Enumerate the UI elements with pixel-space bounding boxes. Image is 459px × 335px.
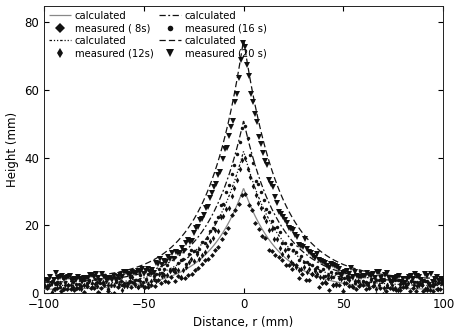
- X-axis label: Distance, r (mm): Distance, r (mm): [193, 317, 293, 329]
- Y-axis label: Height (mm): Height (mm): [6, 112, 18, 187]
- Legend: calculated, measured ( 8s), calculated, measured (12s), calculated, measured (16: calculated, measured ( 8s), calculated, …: [47, 9, 268, 60]
